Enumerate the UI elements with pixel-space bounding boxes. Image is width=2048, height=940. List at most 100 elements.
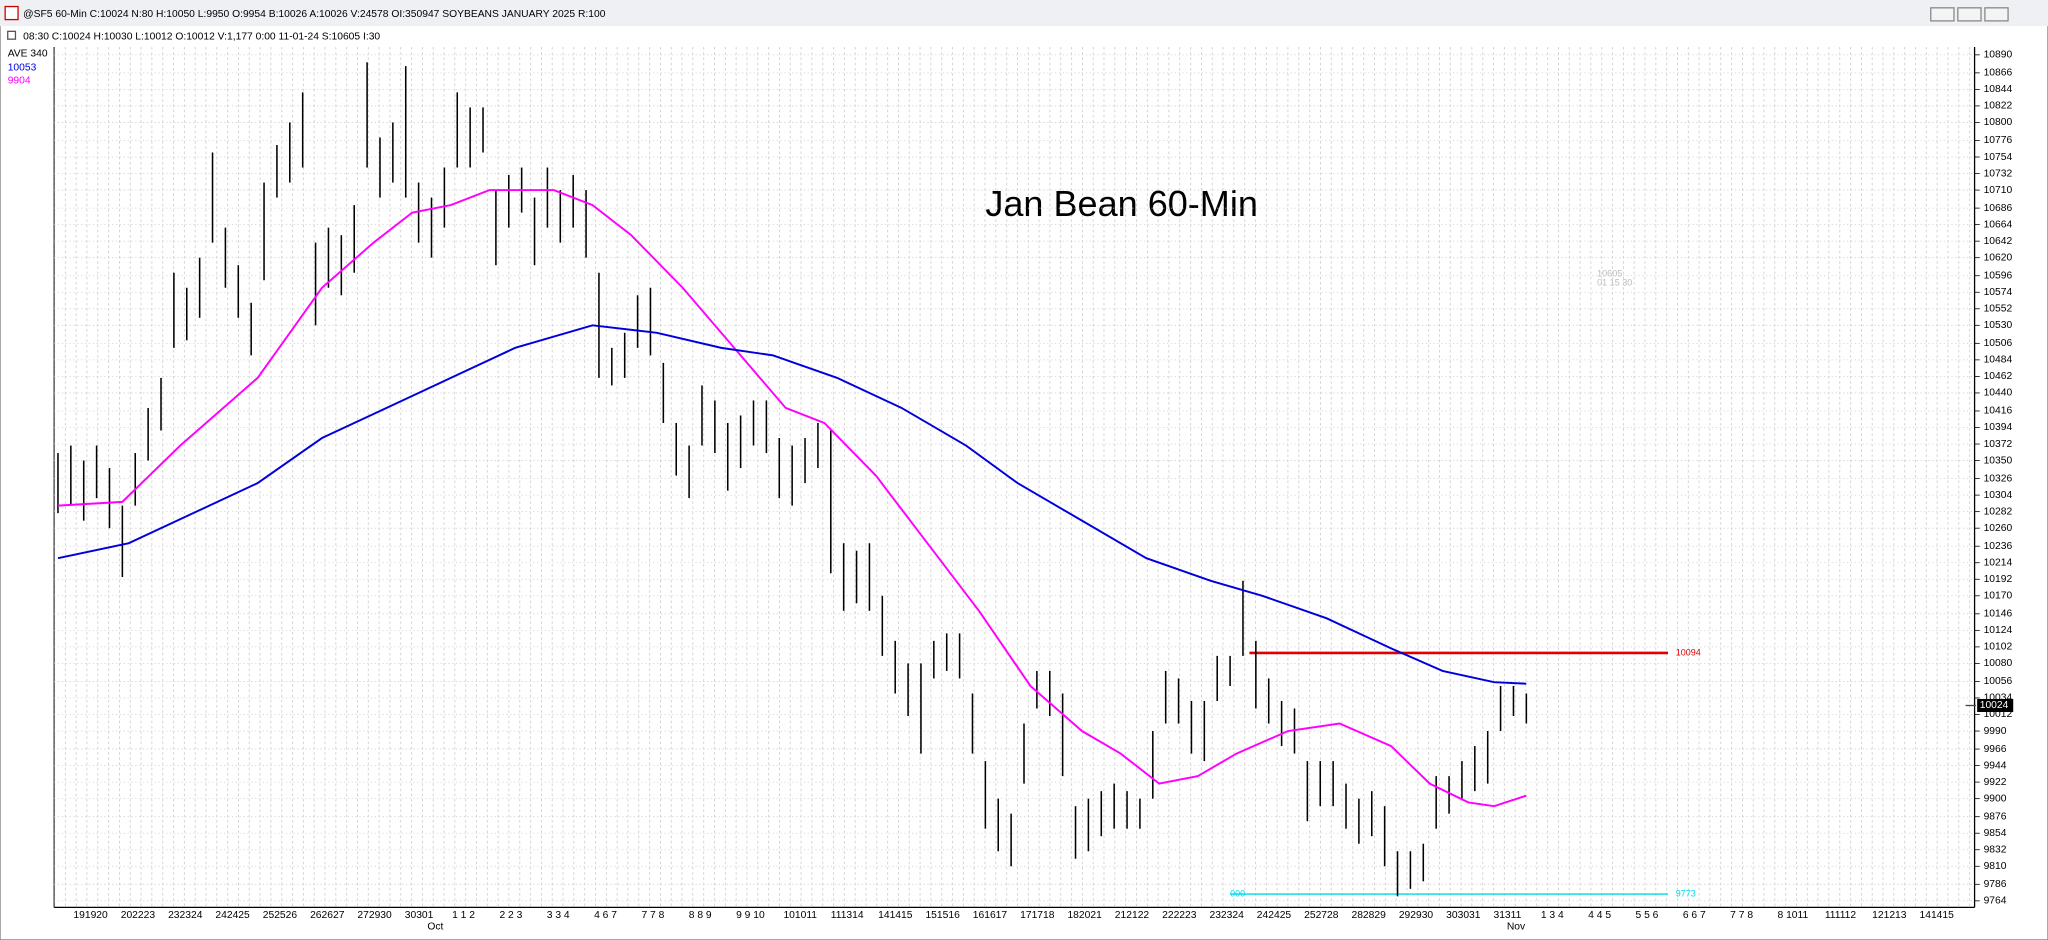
cursor-icon [7,30,17,40]
y-tick-label: 10800 [1984,117,2013,128]
y-tick-label: 10350 [1984,455,2013,466]
y-tick-label: 10732 [1984,168,2013,179]
x-tick-label: 31311 [1493,910,1521,921]
y-tick-label: 10710 [1984,185,2013,196]
y-tick-label: 10034 [1984,693,2013,704]
y-tick-label: 10754 [1984,152,2013,163]
vertical-grid [54,47,1975,908]
x-tick-label: 151516 [925,910,960,921]
app-icon [4,5,19,21]
month-label: Oct [427,922,443,933]
y-tick-label: 10236 [1984,541,2013,552]
info-line: 08:30 C:10024 H:10030 L:10012 O:10012 V:… [23,31,380,42]
y-tick-label: 10214 [1984,557,2013,568]
y-tick-label: 9922 [1984,777,2007,788]
y-tick-label: 10484 [1984,355,2013,366]
x-tick-label: 111112 [1825,910,1857,921]
y-tick-label: 10822 [1984,101,2013,112]
moving-average [57,189,1527,808]
y-tick-label: 10506 [1984,338,2013,349]
y-tick-label: 10552 [1984,303,2013,314]
y-tick-label: 10866 [1984,68,2013,79]
y-tick-label: 10282 [1984,506,2013,517]
x-tick-label: 4 6 7 [594,910,617,921]
x-tick-label: 8 8 9 [689,910,712,921]
x-tick-label: 8 1011 [1778,910,1809,921]
x-tick-label: 5 5 6 [1636,910,1659,921]
y-tick-label: 10170 [1984,590,2013,601]
y-tick-label: 10080 [1984,658,2013,669]
x-tick-label: 7 7 8 [1730,910,1753,921]
legend-value: 10053 [8,63,37,74]
last-price-box [1977,698,2014,713]
x-tick-label: 1 3 4 [1541,910,1564,921]
y-tick-label: 9832 [1984,844,2007,855]
y-tick-label: 10664 [1984,219,2013,230]
x-tick-label: 262627 [310,910,345,921]
close-button[interactable] [1984,7,2009,22]
x-tick-label: 212122 [1115,910,1150,921]
y-tick-label: 9786 [1984,879,2007,890]
x-tick-label: 242425 [1257,910,1292,921]
y-tick-label: 10192 [1984,574,2013,585]
y-tick-label: 10260 [1984,523,2013,534]
y-tick-label: 10012 [1984,709,2013,720]
minimize-button[interactable] [1930,7,1955,22]
legend-value: 9904 [8,76,31,87]
x-tick-label: 9 9 10 [736,910,765,921]
y-tick-label: 10890 [1984,50,2013,61]
y-tick-label: 10686 [1984,203,2013,214]
y-tick-label: 10124 [1984,625,2013,636]
x-tick-label: 171718 [1020,910,1055,921]
x-tick-label: 252526 [263,910,298,921]
window-title: @SF5 60-Min C:10024 N:80 H:10050 L:9950 … [23,9,605,20]
maximize-button[interactable] [1957,7,1982,22]
x-tick-label: 272930 [357,910,392,921]
y-tick-label: 9854 [1984,828,2007,839]
x-tick-label: 30301 [405,910,434,921]
y-tick-label: 10440 [1984,388,2013,399]
y-tick-label: 10642 [1984,236,2013,247]
reference-label: 9773 [1676,888,1696,898]
x-tick-label: 222223 [1162,910,1197,921]
reference-label: 10094 [1676,647,1701,657]
y-tick-label: 10596 [1984,270,2013,281]
y-tick-label: 10394 [1984,422,2013,433]
x-tick-label: 252728 [1304,910,1339,921]
y-tick-label: 9990 [1984,726,2007,737]
y-tick-label: 10844 [1984,84,2013,95]
x-tick-label: 292930 [1399,910,1434,921]
x-tick-label: 4 4 5 [1588,910,1611,921]
ghost-text: 01 15 30 [1597,278,1632,288]
y-tick-label: 10574 [1984,287,2013,298]
x-tick-label: 141415 [1920,910,1955,921]
x-tick-label: 202223 [121,910,156,921]
y-tick-label: 10326 [1984,473,2013,484]
x-tick-label: 1 1 2 [452,910,475,921]
x-tick-label: 161617 [973,910,1008,921]
y-tick-label: 10620 [1984,252,2013,263]
x-tick-label: 232324 [168,910,203,921]
ghost-text: 10605 [1597,269,1622,279]
y-tick-label: 10416 [1984,406,2013,417]
x-tick-label: 101011 [783,910,817,921]
x-tick-label: 191920 [73,910,108,921]
y-tick-label: 10530 [1984,320,2013,331]
y-tick-label: 9944 [1984,760,2007,771]
y-tick-label: 10056 [1984,676,2013,687]
x-tick-label: 121213 [1872,910,1907,921]
x-tick-label: 2 2 3 [499,910,522,921]
x-tick-label: 242425 [215,910,250,921]
x-tick-label: 303031 [1446,910,1481,921]
x-tick-label: 282829 [1351,910,1386,921]
month-label: Nov [1507,922,1526,933]
x-tick-label: 111314 [831,910,864,921]
y-tick-label: 9810 [1984,861,2007,872]
title-bar [0,0,2048,27]
y-tick-label: 9876 [1984,811,2007,822]
x-tick-label: 7 7 8 [641,910,664,921]
y-tick-label: 9764 [1984,896,2007,907]
reference-start-label: 000 [1230,888,1245,898]
